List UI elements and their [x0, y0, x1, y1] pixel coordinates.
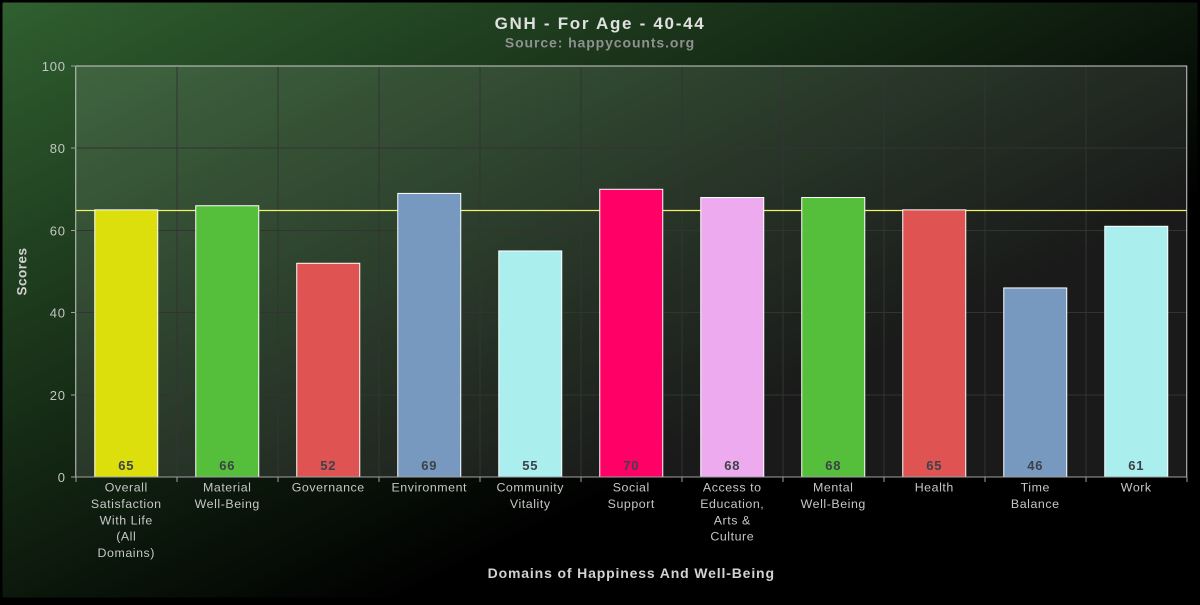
svg-text:Governance: Governance: [292, 481, 365, 495]
svg-text:With Life: With Life: [100, 513, 153, 527]
svg-text:65: 65: [926, 458, 942, 473]
svg-text:Well-Being: Well-Being: [801, 497, 866, 511]
svg-text:Work: Work: [1121, 481, 1152, 495]
svg-text:40: 40: [50, 306, 66, 321]
svg-text:66: 66: [219, 458, 235, 473]
svg-text:Balance: Balance: [1011, 497, 1060, 511]
svg-text:Overall: Overall: [105, 481, 148, 495]
svg-text:Source: happycounts.org: Source: happycounts.org: [505, 35, 695, 51]
svg-text:60: 60: [50, 223, 66, 238]
svg-text:Domains of Happiness And Well-: Domains of Happiness And Well-Being: [488, 565, 775, 581]
svg-text:80: 80: [50, 141, 66, 156]
svg-text:Mental: Mental: [813, 481, 854, 495]
svg-text:Material: Material: [203, 481, 251, 495]
svg-text:65: 65: [118, 458, 134, 473]
svg-text:20: 20: [50, 388, 66, 403]
svg-text:Community: Community: [496, 481, 564, 495]
svg-text:Well-Being: Well-Being: [195, 497, 260, 511]
svg-text:Social: Social: [613, 481, 650, 495]
svg-text:Satisfaction: Satisfaction: [91, 497, 162, 511]
svg-text:Culture: Culture: [710, 530, 754, 544]
svg-text:Vitality: Vitality: [510, 497, 551, 511]
svg-text:Support: Support: [608, 497, 655, 511]
svg-text:46: 46: [1027, 458, 1043, 473]
svg-text:Scores: Scores: [15, 247, 30, 295]
svg-text:68: 68: [825, 458, 841, 473]
svg-text:61: 61: [1128, 458, 1144, 473]
svg-text:Access to: Access to: [703, 481, 762, 495]
svg-text:0: 0: [58, 470, 66, 485]
svg-text:GNH - For Age - 40-44: GNH - For Age - 40-44: [495, 14, 706, 33]
svg-text:Education,: Education,: [700, 497, 764, 511]
svg-text:Domains): Domains): [98, 546, 155, 560]
svg-text:100: 100: [42, 59, 66, 74]
svg-text:55: 55: [522, 458, 538, 473]
svg-text:Time: Time: [1021, 481, 1050, 495]
svg-text:68: 68: [724, 458, 740, 473]
svg-text:69: 69: [421, 458, 437, 473]
svg-text:70: 70: [623, 458, 639, 473]
svg-text:Environment: Environment: [391, 481, 467, 495]
svg-text:52: 52: [320, 458, 336, 473]
svg-text:Health: Health: [915, 481, 954, 495]
svg-text:Arts &: Arts &: [714, 513, 751, 527]
svg-text:(All: (All: [116, 530, 136, 544]
